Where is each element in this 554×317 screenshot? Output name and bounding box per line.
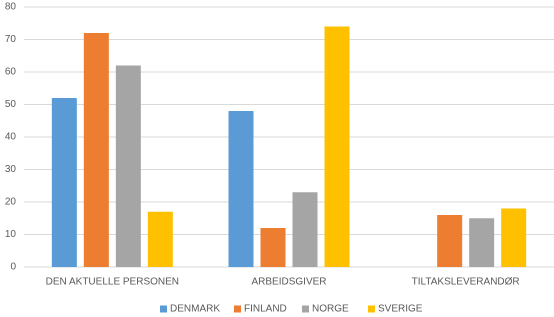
bar <box>147 211 173 267</box>
legend-label: SVERIGE <box>378 304 423 315</box>
bar <box>501 208 527 267</box>
bar <box>51 98 77 267</box>
bar <box>324 26 350 267</box>
legend-label: DENMARK <box>170 304 220 315</box>
legend-swatch <box>368 305 375 313</box>
x-tick-label: TILTAKSLEVERANDØR <box>412 277 520 288</box>
legend-swatch <box>302 305 309 313</box>
y-tick-label: 10 <box>5 229 17 240</box>
bar <box>292 192 318 267</box>
bar <box>437 215 463 267</box>
bar <box>260 228 286 267</box>
bar <box>115 65 141 267</box>
y-tick-label: 60 <box>5 67 17 78</box>
y-tick-label: 0 <box>10 262 16 273</box>
y-tick-label: 30 <box>5 164 17 175</box>
legend-swatch <box>234 305 241 313</box>
y-tick-label: 50 <box>5 99 17 110</box>
y-tick-label: 70 <box>5 34 17 45</box>
x-tick-label: ARBEIDSGIVER <box>251 277 326 288</box>
legend-label: FINLAND <box>244 304 287 315</box>
y-tick-label: 80 <box>5 2 17 13</box>
legend-swatch <box>160 305 167 313</box>
legend-label: NORGE <box>312 304 349 315</box>
bar <box>83 33 109 267</box>
x-tick-label: DEN AKTUELLE PERSONEN <box>46 277 179 288</box>
bar <box>469 218 495 267</box>
bar <box>228 111 254 267</box>
y-tick-label: 20 <box>5 197 17 208</box>
y-tick-label: 40 <box>5 132 17 143</box>
